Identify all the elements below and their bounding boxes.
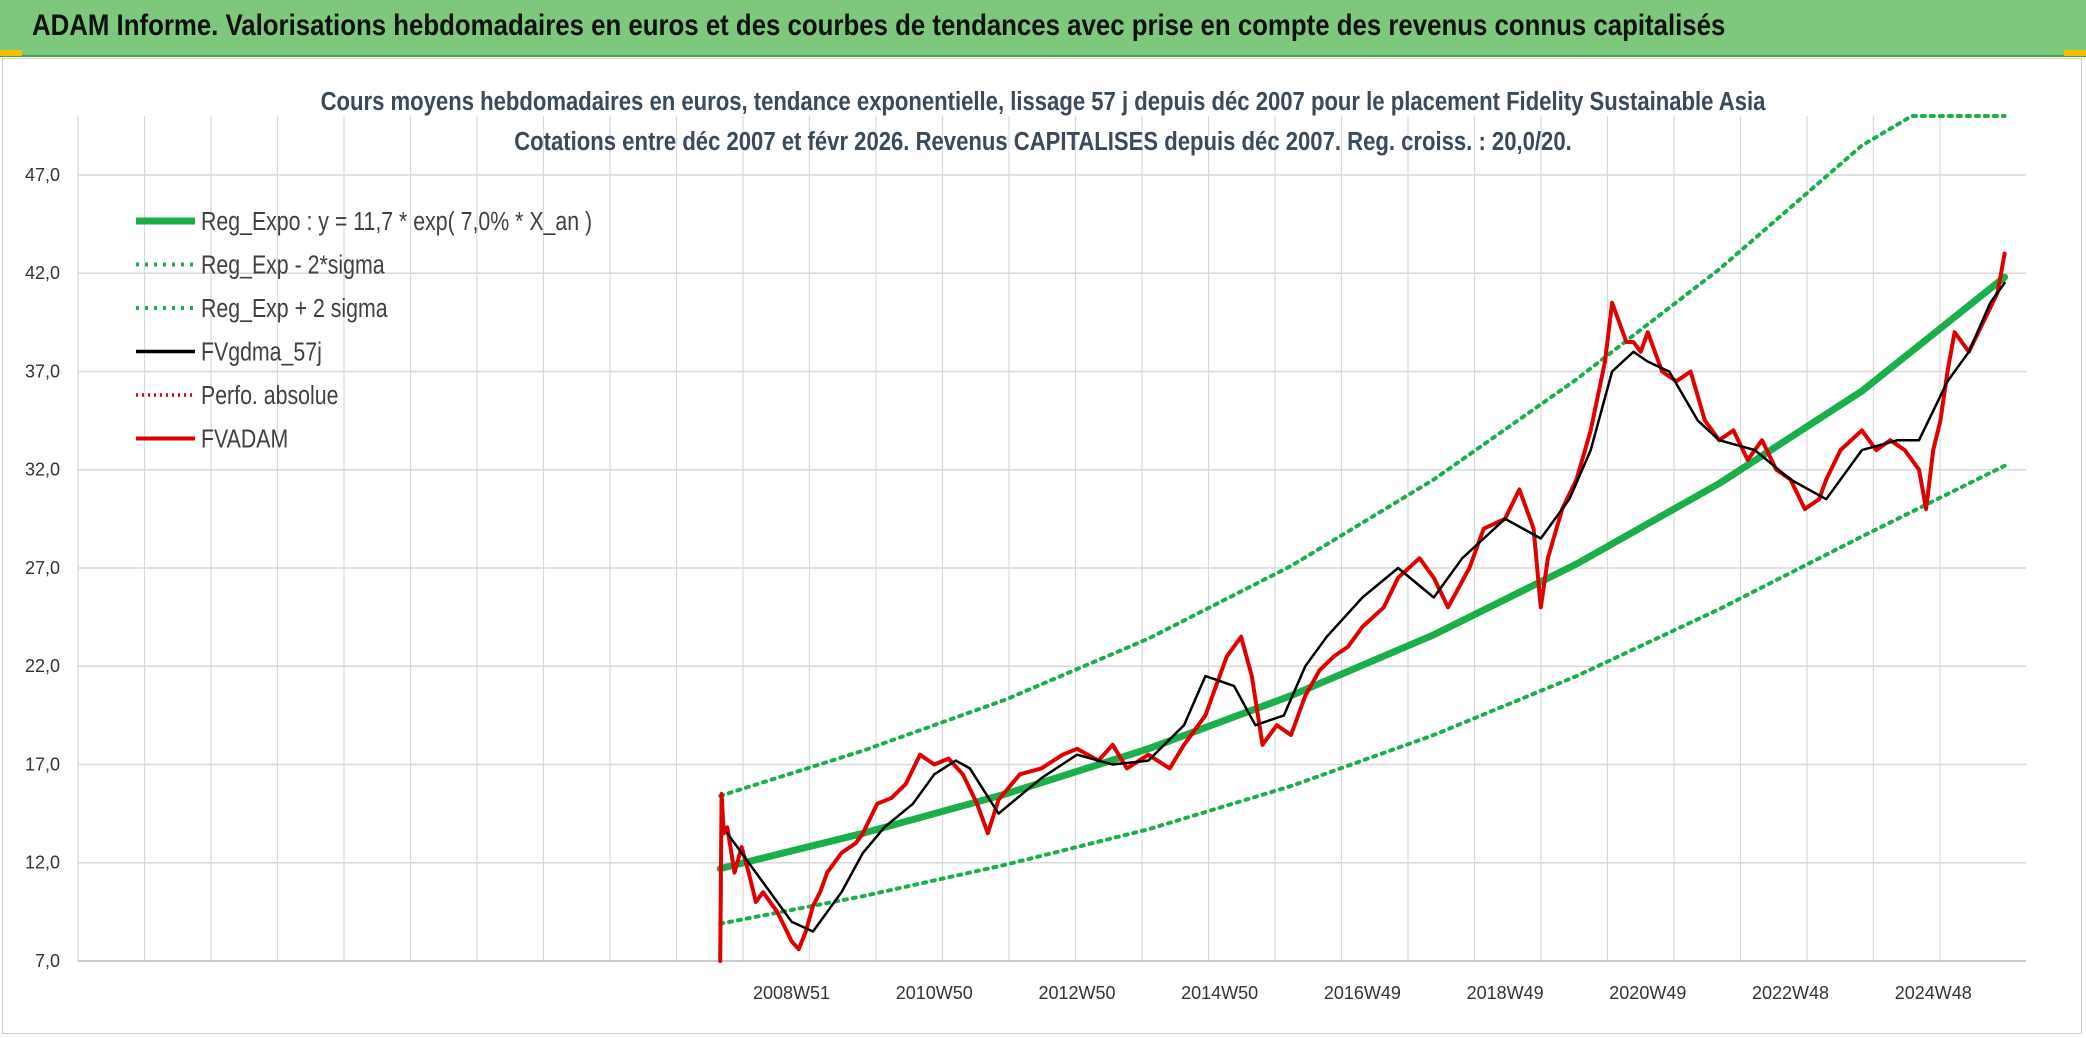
series-line-4 <box>726 281 2006 933</box>
axes: 7,0 12,0 17,0 22,0 27,0 32,0 37,0 42,0 47,0 2008W… <box>25 165 2026 1003</box>
y-tick-label: 37,0 <box>25 361 60 381</box>
report-title: ADAM Informe. Valorisations hebdomadaire… <box>32 9 1726 42</box>
legend-label-6: FVADAM <box>201 425 288 455</box>
x-tick-label: 2016W49 <box>1324 983 1401 1003</box>
y-tick-label: 47,0 <box>25 165 60 185</box>
chart-titles: Cours moyens hebdomadaires en euros, ten… <box>321 87 1766 156</box>
grid <box>77 116 2026 962</box>
chart-title-line-2: Cotations entre déc 2007 et févr 2026. R… <box>514 127 1572 156</box>
legend-label-5: Perfo. absolue <box>201 381 338 411</box>
x-tick-label: 2018W49 <box>1467 983 1544 1003</box>
x-tick-label: 2024W48 <box>1895 983 1972 1003</box>
legend-label-4: FVgdma_57j <box>201 338 322 368</box>
chart-frame <box>2 58 2082 1034</box>
series-line-5 <box>718 251 2007 963</box>
series-line-2 <box>718 463 2007 926</box>
series-line-3 <box>718 114 2007 798</box>
y-tick-label: 12,0 <box>25 853 60 873</box>
legend-label-2: Reg_Exp - 2*sigma <box>201 251 385 281</box>
y-tick-label: 32,0 <box>25 460 60 480</box>
series-layer <box>716 114 2009 963</box>
x-tick-label: 2014W50 <box>1181 983 1258 1003</box>
x-tick-label: 2010W50 <box>896 983 973 1003</box>
legend-label-1: Reg_Expo : y = 11,7 * exp( 7,0% * X_an ) <box>201 207 592 237</box>
chart-title-line-1: Cours moyens hebdomadaires en euros, ten… <box>321 87 1766 116</box>
x-tick-label: 2022W48 <box>1752 983 1829 1003</box>
report-header: ADAM Informe. Valorisations hebdomadaire… <box>0 0 2086 57</box>
y-tick-label: 7,0 <box>35 951 60 971</box>
x-tick-label: 2020W49 <box>1609 983 1686 1003</box>
y-tick-label: 42,0 <box>25 263 60 283</box>
x-tick-label: 2012W50 <box>1038 983 1115 1003</box>
series-line-1 <box>716 273 2009 873</box>
y-tick-label: 22,0 <box>25 656 60 676</box>
x-tick-label: 2008W51 <box>753 983 830 1003</box>
y-tick-label: 17,0 <box>25 754 60 774</box>
y-tick-label: 27,0 <box>25 558 60 578</box>
corner-mark-left <box>0 50 22 56</box>
legend: Reg_Expo : y = 11,7 * exp( 7,0% * X_an )… <box>136 207 592 454</box>
legend-label-3: Reg_Exp + 2 sigma <box>201 294 388 324</box>
corner-mark-right <box>2064 50 2086 56</box>
